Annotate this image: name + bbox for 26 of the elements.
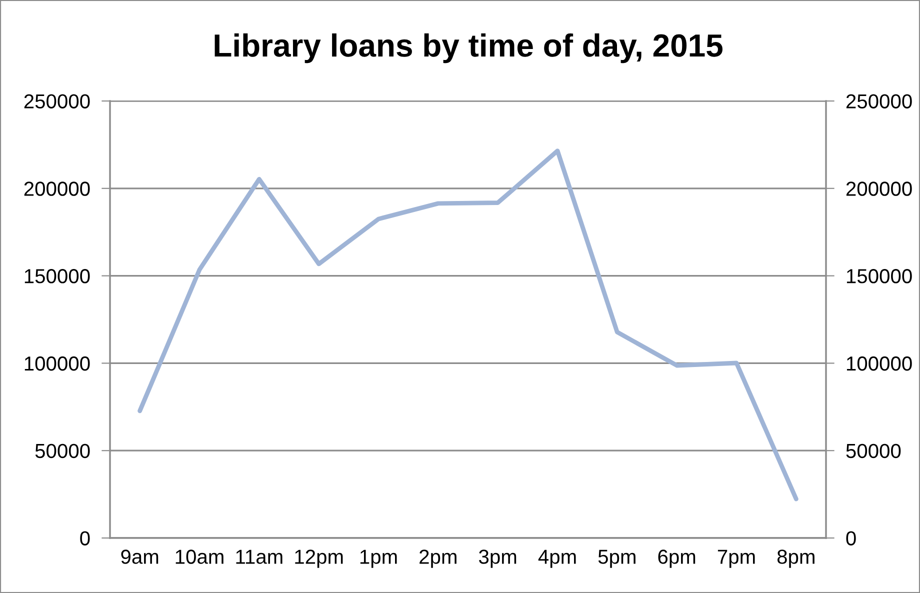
x-tick-label: 10am (176, 550, 224, 564)
y2-tick-label: 250000 (846, 94, 912, 108)
y2-tick-label: 0 (846, 531, 856, 546)
x-tick-label: 8pm (777, 550, 814, 568)
y-tick-label: 100000 (24, 356, 90, 371)
x-tick-label: 5pm (598, 550, 636, 568)
y-tick-label: 150000 (24, 269, 90, 284)
y2-tick-label: 200000 (846, 182, 912, 196)
y-tick-label: 50000 (35, 444, 90, 458)
x-tick-label: 11am (236, 550, 282, 564)
y2-tick-label: 150000 (846, 269, 912, 284)
y2-tick-label: 50000 (846, 444, 901, 458)
x-tick-label: 7pm (718, 550, 755, 568)
y-tick-label: 0 (80, 531, 90, 546)
chart-title: Library loans by time of day, 2015 (214, 33, 722, 64)
line-series (138, 148, 798, 502)
x-tick-label: 1pm (360, 550, 397, 568)
x-tick-label: 6pm (658, 550, 696, 568)
y2-tick-label: 100000 (846, 356, 912, 371)
x-tick-label: 12pm (295, 550, 343, 568)
y-tick-label: 200000 (24, 182, 90, 196)
x-tick-label: 9am (121, 550, 158, 564)
y-tick-label: 250000 (24, 94, 90, 108)
x-tick-label: 4pm (538, 550, 576, 568)
x-tick-label: 3pm (479, 550, 516, 568)
x-tick-label: 2pm (420, 550, 456, 568)
